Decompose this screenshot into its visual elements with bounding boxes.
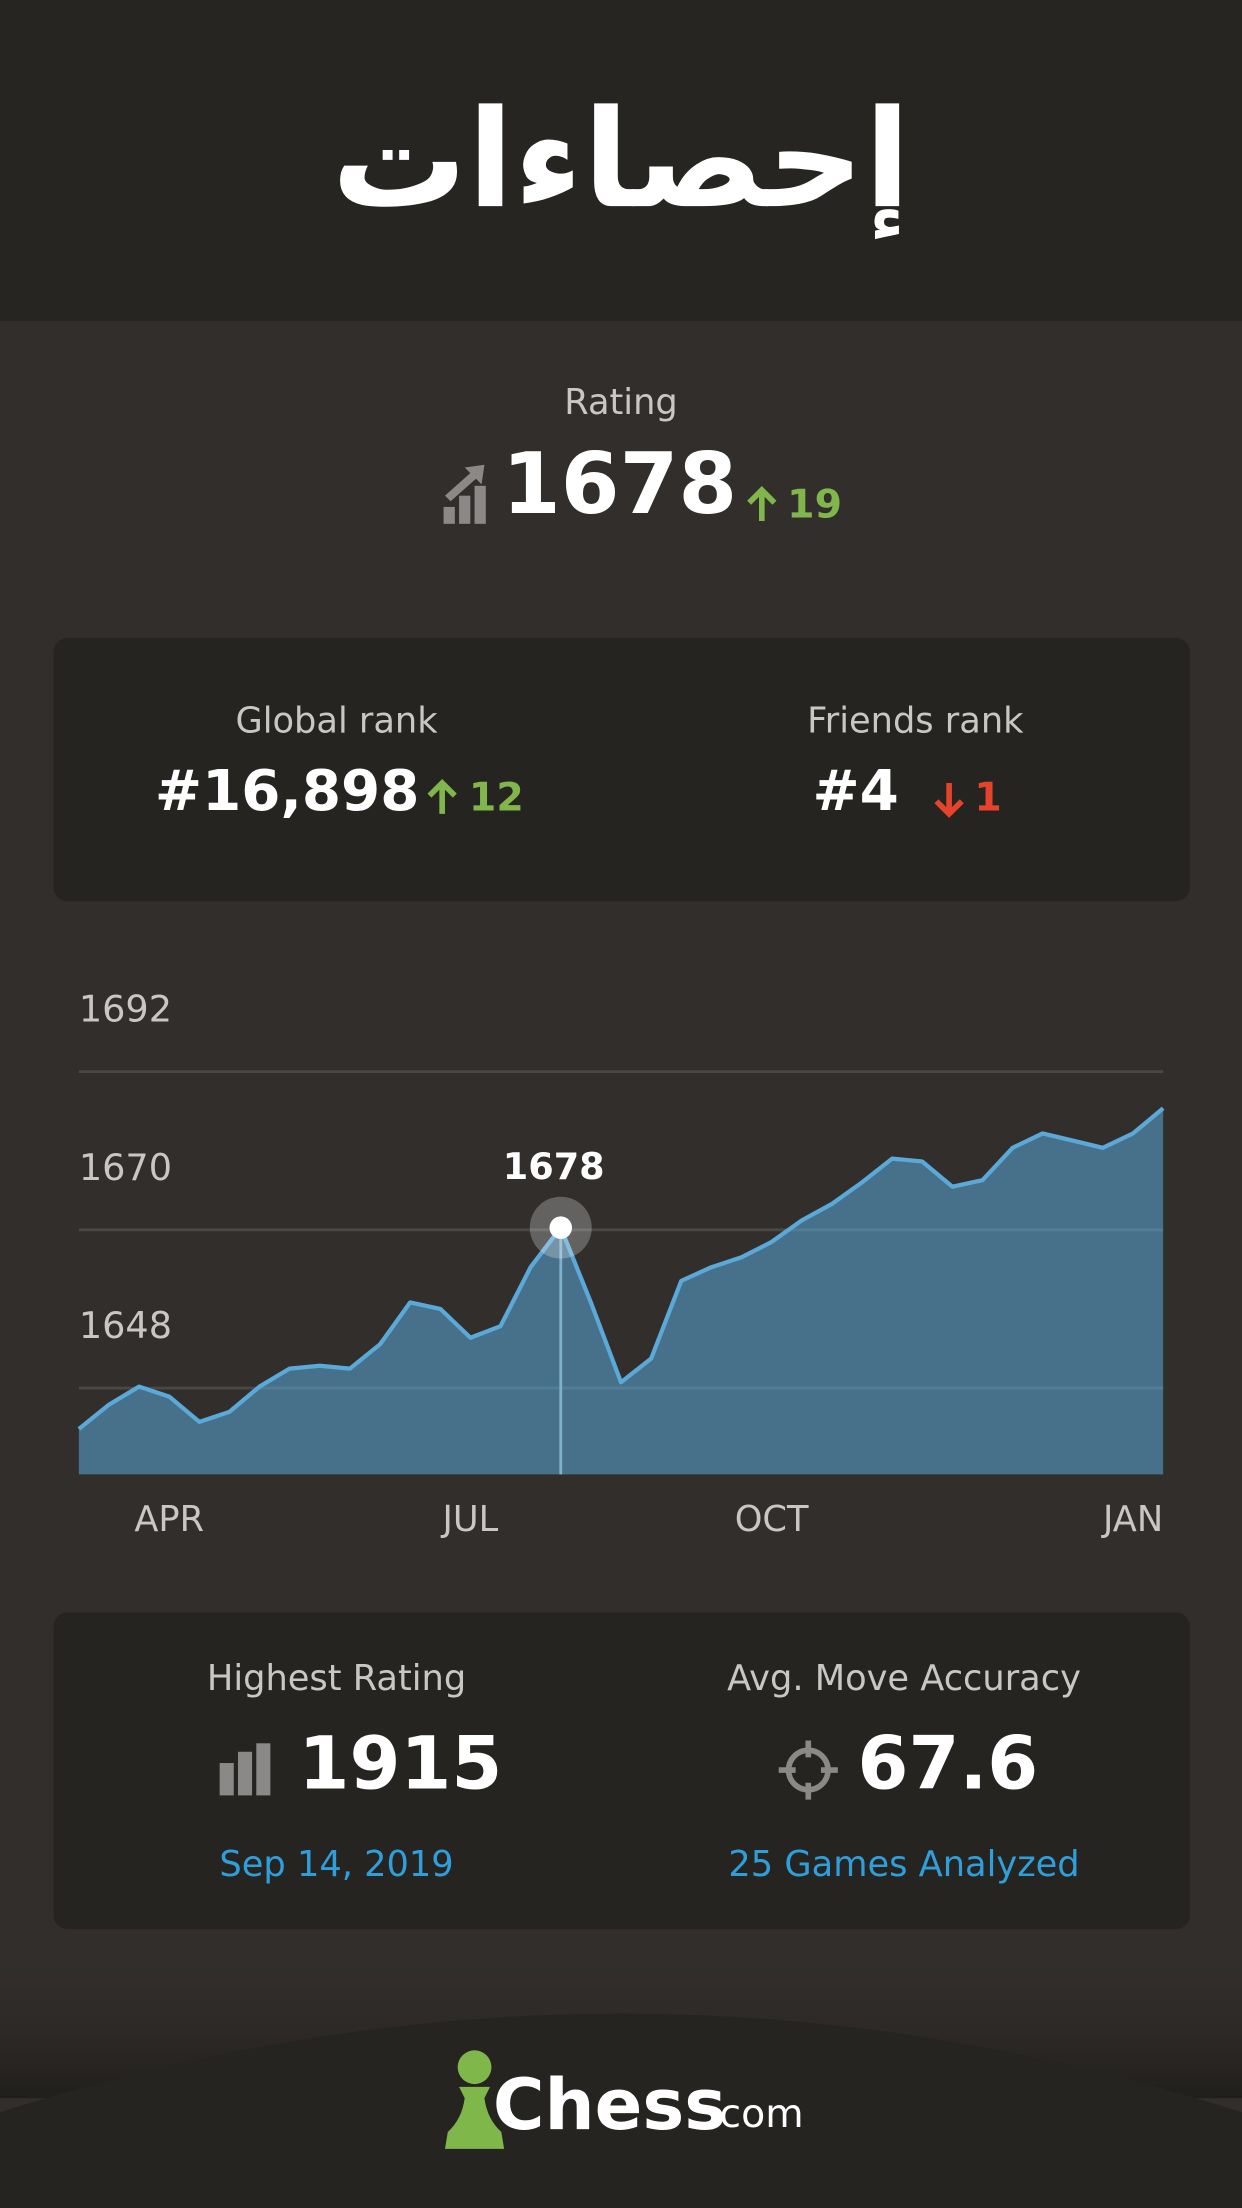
y-tick-label: 1670 xyxy=(79,1146,172,1189)
highlights-card xyxy=(53,1612,1190,1930)
footer-arc xyxy=(0,2013,1242,2208)
highest-rating-date[interactable]: Sep 14, 2019 xyxy=(219,1844,453,1885)
rank-card xyxy=(53,637,1190,902)
up-arrow xyxy=(747,486,777,522)
global-rank-value: #16,898 xyxy=(155,759,419,824)
logo-suffix: .com xyxy=(707,2091,804,2137)
page-title: إحصاءات xyxy=(332,81,911,239)
up-arrow xyxy=(427,778,457,814)
highest-rating-value: 1915 xyxy=(299,1722,503,1807)
rating-value: 1678 xyxy=(502,435,737,533)
friends-rank-label: Friends rank xyxy=(807,700,1024,741)
down-arrow xyxy=(934,782,964,818)
x-tick-label: APR xyxy=(134,1499,204,1540)
rating-chart: 1648 1670 1692 1678 APR JUL OCT JAN xyxy=(77,988,1165,1540)
highlight-point xyxy=(549,1216,573,1239)
header-bar xyxy=(0,0,1242,322)
x-tick-label: JAN xyxy=(1101,1499,1163,1540)
friends-rank-value: #4 xyxy=(813,759,899,824)
rating-icon xyxy=(443,464,486,524)
accuracy-value: 67.6 xyxy=(858,1722,1039,1807)
rating-label: Rating xyxy=(564,382,677,423)
friends-rank-change: 1 xyxy=(974,774,1001,820)
area-line xyxy=(77,1106,1165,1431)
x-tick-label: JUL xyxy=(441,1499,499,1540)
logo-brand: Chess xyxy=(493,2064,726,2146)
global-rank-change: 12 xyxy=(469,774,524,820)
rating-change: 19 xyxy=(787,481,842,527)
highest-rating-label: Highest Rating xyxy=(207,1658,466,1699)
y-tick-label: 1692 xyxy=(79,988,172,1031)
global-rank-label: Global rank xyxy=(235,700,438,741)
bar-icon xyxy=(219,1743,271,1796)
y-tick-label: 1648 xyxy=(79,1304,172,1347)
annotation: 1678 xyxy=(503,1145,605,1188)
pawn-logo xyxy=(444,2050,505,2149)
crosshair-icon xyxy=(778,1740,838,1800)
games-analyzed-link[interactable]: 25 Games Analyzed xyxy=(728,1844,1079,1885)
area-fill xyxy=(78,1108,1164,1475)
accuracy-label: Avg. Move Accuracy xyxy=(727,1658,1081,1699)
x-tick-label: OCT xyxy=(735,1499,809,1540)
